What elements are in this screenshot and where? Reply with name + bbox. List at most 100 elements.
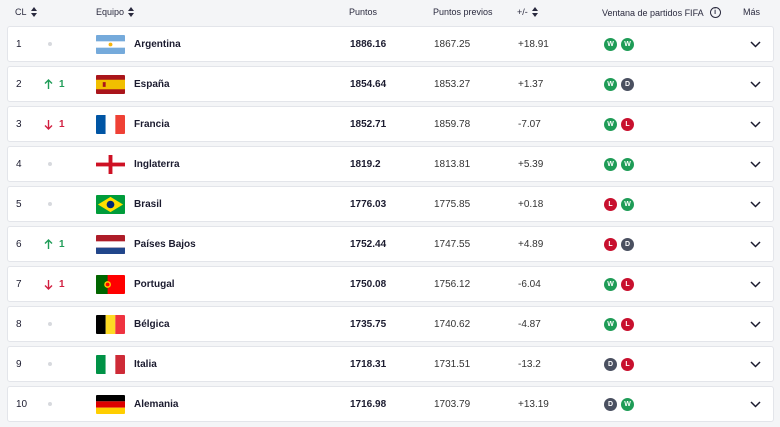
- table-row[interactable]: 3 1 Francia 1852.71 1859.78 -7.07 W L: [7, 106, 774, 142]
- chevron-down-icon[interactable]: [750, 347, 761, 381]
- france-flag-icon: [96, 115, 125, 134]
- points-value: 1886.16: [350, 38, 387, 50]
- chevron-down-icon[interactable]: [750, 227, 761, 261]
- rank-number: 2: [16, 78, 22, 90]
- chevron-down-icon[interactable]: [750, 147, 761, 181]
- points-value: 1716.98: [350, 398, 387, 410]
- team-name[interactable]: Bélgica: [134, 318, 170, 330]
- match-result-badge: W: [621, 197, 634, 211]
- points-diff-value: -6.04: [518, 278, 541, 290]
- match-result-badge: W: [604, 37, 617, 51]
- match-result-badge: W: [621, 397, 634, 411]
- rank-up-indicator: 1: [44, 227, 74, 261]
- rank-number: 5: [16, 198, 22, 210]
- match-result-badge: W: [604, 157, 617, 171]
- header-team[interactable]: Equipo: [96, 7, 135, 17]
- match-result-badge: L: [621, 357, 634, 371]
- chevron-down-icon[interactable]: [750, 387, 761, 421]
- arrow-down-icon: [44, 279, 59, 290]
- points-value: 1854.64: [350, 78, 387, 90]
- sort-icon[interactable]: [531, 7, 538, 17]
- arrow-down-icon: [44, 119, 59, 130]
- team-name[interactable]: Portugal: [134, 278, 175, 290]
- italy-flag-icon: [96, 355, 125, 374]
- table-row[interactable]: 5 Brasil 1776.03 1775.85 +0.18 L W: [7, 186, 774, 222]
- match-result-badge: L: [621, 117, 634, 131]
- spain-flag-icon: [96, 75, 125, 94]
- info-icon[interactable]: i: [709, 7, 721, 18]
- match-result-badge: L: [604, 197, 617, 211]
- table-row[interactable]: 2 1 España 1854.64 1853.27 +1.37 W D: [7, 66, 774, 102]
- previous-points-value: 1731.51: [434, 358, 471, 370]
- team-name[interactable]: Alemania: [134, 398, 179, 410]
- rank-number: 6: [16, 238, 22, 250]
- table-row[interactable]: 10 Alemania 1716.98 1703.79 +13.19 D W: [7, 386, 774, 422]
- points-diff-value: -7.07: [518, 118, 541, 130]
- netherlands-flag-icon: [96, 235, 125, 254]
- match-result-badge: D: [621, 77, 634, 91]
- points-value: 1776.03: [350, 198, 387, 210]
- previous-points-value: 1756.12: [434, 278, 471, 290]
- match-result-badge: D: [604, 357, 617, 371]
- team-name[interactable]: Argentina: [134, 38, 181, 50]
- previous-points-value: 1775.85: [434, 198, 471, 210]
- match-result-badge: L: [621, 317, 634, 331]
- table-row[interactable]: 7 1 Portugal 1750.08 1756.12 -6.04 W L: [7, 266, 774, 302]
- points-value: 1852.71: [350, 118, 387, 130]
- team-name[interactable]: Países Bajos: [134, 238, 196, 250]
- team-name[interactable]: Francia: [134, 118, 170, 130]
- match-result-badge: D: [604, 397, 617, 411]
- points-diff-value: +18.91: [518, 38, 549, 50]
- rank-up-indicator: 1: [44, 67, 74, 101]
- team-name[interactable]: Italia: [134, 358, 157, 370]
- table-row[interactable]: 4 Inglaterra 1819.2 1813.81 +5.39 W W: [7, 146, 774, 182]
- match-result-badge: L: [604, 237, 617, 251]
- table-row[interactable]: 1 Argentina 1886.16 1867.25 +18.91 W W: [7, 26, 774, 62]
- previous-points-value: 1703.79: [434, 398, 471, 410]
- chevron-down-icon[interactable]: [750, 107, 761, 141]
- match-result-badge: W: [604, 77, 617, 91]
- chevron-down-icon[interactable]: [750, 307, 761, 341]
- header-more: Más: [743, 7, 761, 17]
- rank-number: 10: [16, 398, 28, 410]
- previous-points-value: 1813.81: [434, 158, 471, 170]
- rank-number: 8: [16, 318, 22, 330]
- match-result-badge: W: [604, 317, 617, 331]
- rank-down-indicator: 1: [44, 267, 74, 301]
- belgium-flag-icon: [96, 315, 125, 334]
- chevron-down-icon[interactable]: [750, 267, 761, 301]
- rank-number: 4: [16, 158, 22, 170]
- sort-icon[interactable]: [128, 7, 135, 17]
- rank-unchanged-dot: [44, 27, 74, 61]
- portugal-flag-icon: [96, 275, 125, 294]
- previous-points-value: 1853.27: [434, 78, 471, 90]
- chevron-down-icon[interactable]: [750, 187, 761, 221]
- team-name[interactable]: Inglaterra: [134, 158, 180, 170]
- match-result-badge: L: [621, 277, 634, 291]
- table-row[interactable]: 9 Italia 1718.31 1731.51 -13.2 D L: [7, 346, 774, 382]
- rank-number: 1: [16, 38, 22, 50]
- sort-icon[interactable]: [30, 7, 37, 17]
- table-row[interactable]: 8 Bélgica 1735.75 1740.62 -4.87 W L: [7, 306, 774, 342]
- germany-flag-icon: [96, 395, 125, 414]
- chevron-down-icon[interactable]: [750, 67, 761, 101]
- team-name[interactable]: Brasil: [134, 198, 162, 210]
- header-diff[interactable]: +/-: [517, 7, 538, 17]
- match-result-badge: D: [621, 237, 634, 251]
- chevron-down-icon[interactable]: [750, 27, 761, 61]
- match-result-badge: W: [621, 157, 634, 171]
- table-header: CL Equipo Puntos Puntos previos +/- Vent…: [0, 0, 780, 24]
- table-row[interactable]: 6 1 Países Bajos 1752.44 1747.55 +4.89 L D: [7, 226, 774, 262]
- header-rank[interactable]: CL: [15, 7, 37, 17]
- previous-points-value: 1859.78: [434, 118, 471, 130]
- points-diff-value: +5.39: [518, 158, 544, 170]
- team-name[interactable]: España: [134, 78, 170, 90]
